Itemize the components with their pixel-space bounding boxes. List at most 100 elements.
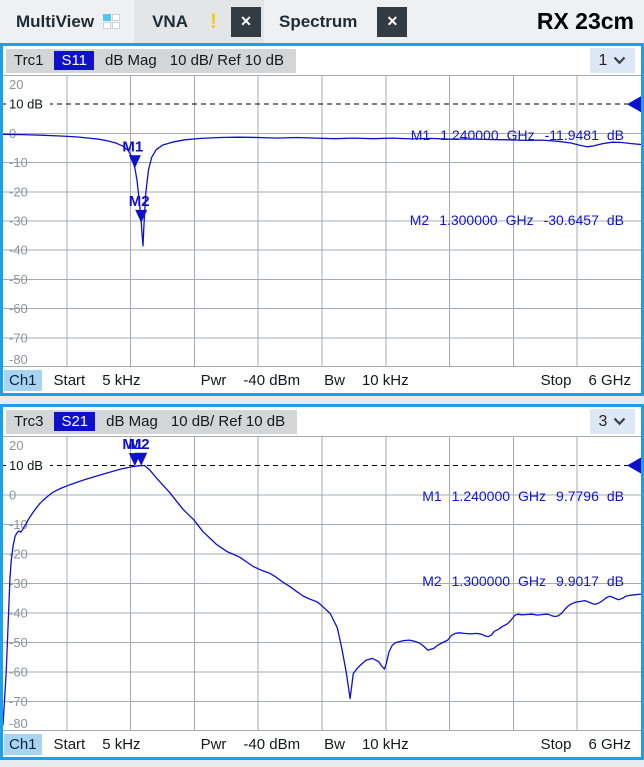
channel-badge[interactable]: Ch1	[4, 733, 42, 755]
marker-name: M1	[410, 127, 431, 143]
marker-label: M1	[122, 436, 143, 453]
trace-format: dB Mag	[105, 52, 157, 69]
trace-header-s11: Trc1 S11 dB Mag 10 dB/ Ref 10 dB 1	[3, 46, 641, 75]
close-vna-tab-button[interactable]: ✕	[231, 6, 261, 37]
marker-readout-line: M2 1.300000 GHz 9.9017 dB	[391, 556, 624, 607]
y-axis-tick-label: -40	[9, 606, 28, 621]
stop-value: 6 GHz	[588, 735, 631, 753]
marker-frequency-unit: GHz	[518, 573, 547, 589]
s-parameter-badge: S11	[54, 51, 95, 70]
stop-frequency-field[interactable]: Stop 6 GHz	[541, 372, 631, 389]
marker-readout-panel: M1 1.240000 GHz -11.9481 dB M2 1.300000 GHz -30…	[379, 76, 624, 280]
marker-readout-panel: M1 1.240000 GHz 9.7796 dB M2 1.300000 GHz 9.901…	[391, 437, 624, 641]
window-number: 3	[598, 412, 608, 430]
window-number-dropdown[interactable]: 3	[590, 409, 635, 434]
y-axis-tick-label: -20	[9, 547, 28, 562]
y-axis-tick-label: -30	[9, 576, 28, 591]
warning-exclamation-icon: !	[210, 9, 217, 33]
stop-label: Stop	[540, 371, 572, 389]
y-axis-tick-label: -30	[9, 214, 28, 229]
ref-level-label: 10 dB	[9, 97, 43, 112]
ref-level-label: 10 dB	[9, 458, 43, 473]
marker-value: 9.7796	[556, 488, 599, 504]
y-axis-tick-label: 20	[9, 77, 23, 92]
bw-value: 10 kHz	[361, 371, 409, 389]
trace-settings-chip[interactable]: Trc3 S21 dB Mag 10 dB/ Ref 10 dB	[6, 409, 298, 434]
trace-settings-chip[interactable]: Trc1 S11 dB Mag 10 dB/ Ref 10 dB	[6, 48, 296, 73]
reference-position-arrow	[627, 96, 641, 113]
vna-window-s11: Trc1 S11 dB Mag 10 dB/ Ref 10 dB 1 20 10 …	[0, 43, 644, 396]
y-axis-tick-label: -70	[9, 330, 28, 345]
marker-readout-line: M2 1.300000 GHz -30.6457 dB	[379, 195, 624, 246]
close-spectrum-tab-button[interactable]: ✕	[377, 6, 408, 37]
y-axis-tick-label: -50	[9, 272, 28, 287]
marker-frequency: 1.240000	[440, 127, 499, 143]
marker-value: 9.9017	[556, 573, 599, 589]
chevron-down-icon	[614, 417, 626, 426]
marker-value-unit: dB	[606, 488, 624, 504]
trace-polyline	[3, 464, 641, 726]
plot-area-s21[interactable]: 20 10 dB 0 -10 -20 -30 -40 -50 -60 -70 -80 M1 M2 M1 1…	[3, 436, 641, 731]
multiview-grid-icon[interactable]	[103, 14, 121, 29]
channel-badge[interactable]: Ch1	[4, 369, 42, 391]
marker-frequency: 1.240000	[451, 488, 511, 504]
marker-triangle	[135, 209, 148, 223]
trace-name: Trc1	[14, 52, 44, 69]
marker-name: M1	[422, 488, 442, 504]
marker-triangle	[128, 155, 141, 169]
setup-title: RX 23cm	[536, 8, 634, 34]
y-axis-tick-label: 0	[9, 488, 16, 503]
marker-readout-line: M1 1.240000 GHz 9.7796 dB	[391, 471, 624, 522]
start-frequency-field[interactable]: Start 5 kHz	[54, 736, 141, 753]
marker-name: M2	[422, 573, 442, 589]
stop-value: 6 GHz	[588, 371, 631, 389]
s11-chart-canvas: 20 10 dB 0 -10 -20 -30 -40 -50 -60 -70 -80 M1 M2	[3, 75, 641, 367]
ref-label-backing	[6, 456, 50, 474]
marker-frequency-unit: GHz	[518, 488, 547, 504]
trace-scale: 10 dB/ Ref 10 dB	[170, 413, 286, 430]
trace-polyline	[3, 133, 641, 247]
start-value: 5 kHz	[102, 735, 141, 753]
start-label: Start	[53, 735, 86, 753]
marker-label: M2	[129, 436, 150, 453]
marker-frequency: 1.300000	[451, 573, 511, 589]
marker-value-unit: dB	[606, 573, 624, 589]
tab-spectrum-label: Spectrum	[279, 11, 358, 31]
channel-footer-s21: Ch1 Start 5 kHz Pwr -40 dBm Bw 10 kHz St…	[3, 731, 641, 757]
plot-area-s11[interactable]: 20 10 dB 0 -10 -20 -30 -40 -50 -60 -70 -80 M1 M2 M1 1…	[3, 75, 641, 367]
app-tab-bar: MultiView VNA ! ✕ Spectrum ✕ RX 23cm	[0, 0, 644, 43]
stop-frequency-field[interactable]: Stop 6 GHz	[541, 736, 631, 753]
bw-label: Bw	[324, 735, 345, 753]
multiview-grid-cell	[103, 22, 112, 29]
bandwidth-field[interactable]: Bw 10 kHz	[324, 372, 409, 389]
tab-vna[interactable]: VNA ! ✕	[134, 0, 264, 43]
tab-spectrum[interactable]: Spectrum ✕	[279, 6, 410, 37]
s-parameter-badge: S21	[54, 412, 96, 431]
start-frequency-field[interactable]: Start 5 kHz	[54, 372, 141, 389]
marker-frequency-unit: GHz	[506, 127, 535, 143]
chevron-down-icon	[614, 56, 626, 65]
tab-multiview[interactable]: MultiView	[16, 11, 95, 31]
marker-value: -30.6457	[543, 212, 599, 228]
y-axis-tick-label: -20	[9, 184, 28, 199]
y-axis-tick-label: 0	[9, 126, 16, 141]
power-field[interactable]: Pwr -40 dBm	[201, 736, 301, 753]
pwr-label: Pwr	[200, 735, 227, 753]
window-number: 1	[598, 51, 608, 69]
bw-value: 10 kHz	[361, 735, 409, 753]
y-axis-tick-label: 20	[9, 438, 23, 453]
start-value: 5 kHz	[102, 371, 141, 389]
bandwidth-field[interactable]: Bw 10 kHz	[324, 736, 409, 753]
power-field[interactable]: Pwr -40 dBm	[201, 372, 301, 389]
trace-header-s21: Trc3 S21 dB Mag 10 dB/ Ref 10 dB 3	[3, 407, 641, 436]
marker-label: M2	[129, 193, 150, 210]
y-axis-tick-label: -50	[9, 635, 28, 650]
pwr-value: -40 dBm	[243, 735, 301, 753]
window-number-dropdown[interactable]: 1	[590, 48, 635, 73]
trace-scale: 10 dB/ Ref 10 dB	[169, 52, 284, 69]
y-axis-tick-label: -80	[9, 352, 28, 367]
y-axis-tick-label: -60	[9, 665, 28, 680]
trace-format: dB Mag	[106, 413, 158, 430]
marker-value-unit: dB	[606, 212, 624, 228]
